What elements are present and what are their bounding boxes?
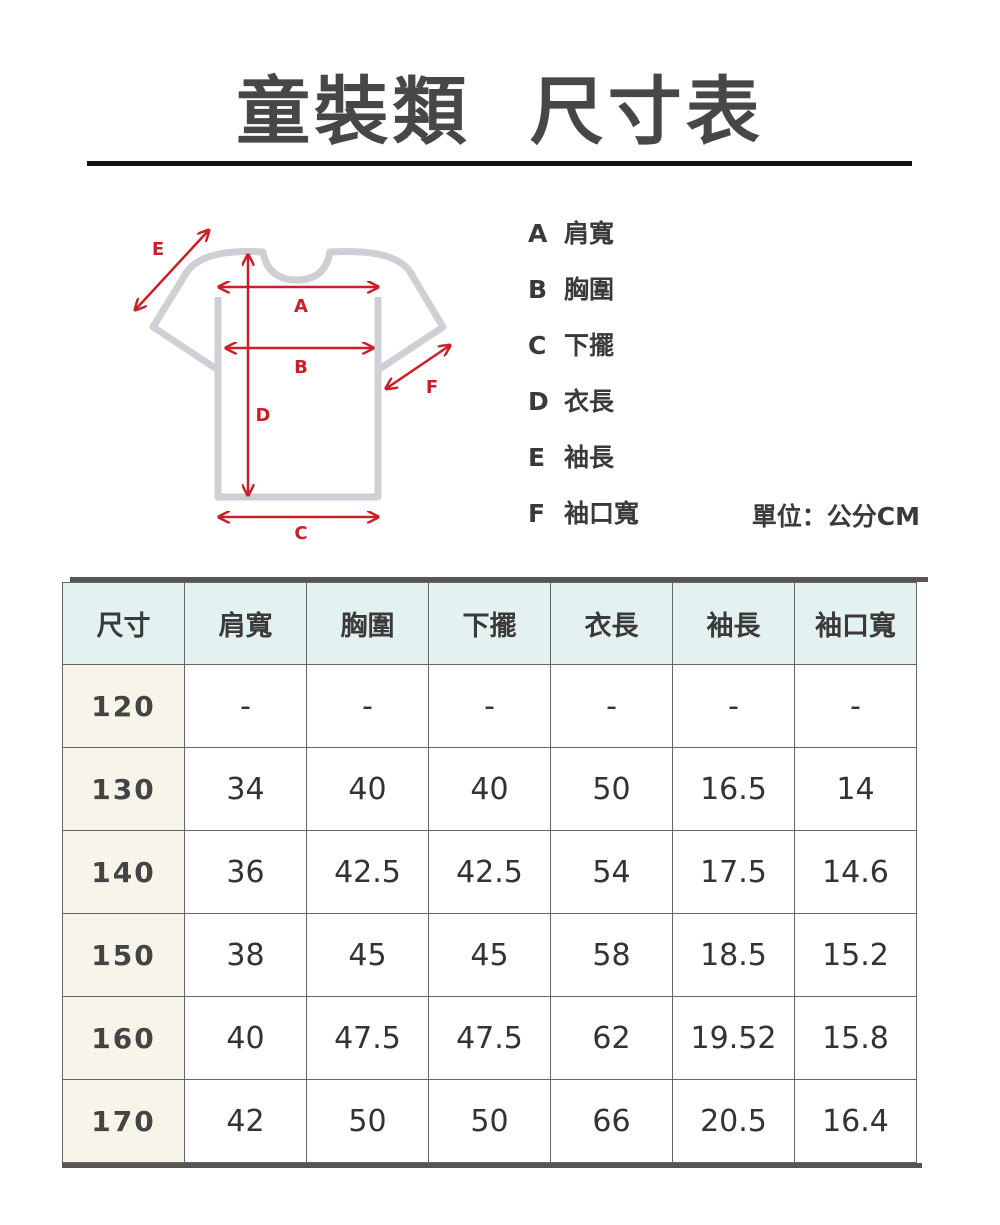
value-cell: - bbox=[550, 664, 673, 748]
size-cell: 120 bbox=[62, 664, 185, 748]
value-cell: 14.6 bbox=[794, 830, 917, 914]
table-row: 170 42 50 50 66 20.5 16.4 bbox=[62, 1079, 917, 1163]
header-cell: 尺寸 bbox=[62, 582, 185, 665]
legend-item: B 胸圍 bbox=[528, 275, 615, 304]
legend-item: F 袖口寬 bbox=[528, 499, 640, 528]
value-cell: 47.5 bbox=[306, 996, 429, 1080]
value-cell: 50 bbox=[306, 1079, 429, 1163]
legend-item: A 肩寬 bbox=[528, 219, 615, 248]
value-cell: - bbox=[184, 664, 307, 748]
value-cell: 16.5 bbox=[672, 747, 795, 831]
value-cell: 34 bbox=[184, 747, 307, 831]
value-cell: 16.4 bbox=[794, 1079, 917, 1163]
size-cell: 160 bbox=[62, 996, 185, 1080]
value-cell: 42.5 bbox=[306, 830, 429, 914]
table-row: 130 34 40 40 50 16.5 14 bbox=[62, 747, 917, 831]
label-e: E bbox=[152, 239, 164, 260]
legend-item: D 衣長 bbox=[528, 387, 615, 416]
arrow-f bbox=[387, 346, 449, 388]
value-cell: 15.2 bbox=[794, 913, 917, 997]
value-cell: 45 bbox=[428, 913, 551, 997]
arrow-e bbox=[136, 231, 208, 309]
header-cell: 下擺 bbox=[428, 582, 551, 665]
table-row: 140 36 42.5 42.5 54 17.5 14.6 bbox=[62, 830, 917, 914]
value-cell: 15.8 bbox=[794, 996, 917, 1080]
value-cell: 58 bbox=[550, 913, 673, 997]
header-cell: 衣長 bbox=[550, 582, 673, 665]
value-cell: 42 bbox=[184, 1079, 307, 1163]
table-header-row: 尺寸 肩寬 胸圍 下擺 衣長 袖長 袖口寬 bbox=[62, 582, 917, 665]
label-f: F bbox=[426, 377, 438, 398]
value-cell: 17.5 bbox=[672, 830, 795, 914]
value-cell: - bbox=[428, 664, 551, 748]
value-cell: 50 bbox=[428, 1079, 551, 1163]
title-divider bbox=[87, 161, 912, 166]
value-cell: 62 bbox=[550, 996, 673, 1080]
size-cell: 170 bbox=[62, 1079, 185, 1163]
value-cell: - bbox=[794, 664, 917, 748]
size-cell: 140 bbox=[62, 830, 185, 914]
size-table: 尺寸 肩寬 胸圍 下擺 衣長 袖長 袖口寬 120- - - - - -130 34 40 40… bbox=[62, 582, 917, 1163]
label-c: C bbox=[294, 523, 307, 544]
size-cell: 130 bbox=[62, 747, 185, 831]
value-cell: 38 bbox=[184, 913, 307, 997]
value-cell: 47.5 bbox=[428, 996, 551, 1080]
header-cell: 胸圍 bbox=[306, 582, 429, 665]
header-cell: 袖長 bbox=[672, 582, 795, 665]
table-top-rule bbox=[70, 577, 928, 582]
value-cell: - bbox=[672, 664, 795, 748]
label-d: D bbox=[256, 405, 271, 426]
unit-label: 單位：公分CM bbox=[751, 502, 920, 531]
value-cell: 18.5 bbox=[672, 913, 795, 997]
value-cell: 40 bbox=[428, 747, 551, 831]
value-cell: 14 bbox=[794, 747, 917, 831]
table-row: 160 40 47.5 47.5 62 19.52 15.8 bbox=[62, 996, 917, 1080]
table-row: 150 38 45 45 58 18.5 15.2 bbox=[62, 913, 917, 997]
value-cell: 40 bbox=[184, 996, 307, 1080]
table-row: 120- - - - - - bbox=[62, 664, 917, 748]
value-cell: 20.5 bbox=[672, 1079, 795, 1163]
header-cell: 肩寬 bbox=[184, 582, 307, 665]
size-cell: 150 bbox=[62, 913, 185, 997]
page-title: 童裝類 尺寸表 bbox=[236, 69, 764, 155]
label-b: B bbox=[294, 357, 308, 378]
value-cell: - bbox=[306, 664, 429, 748]
value-cell: 50 bbox=[550, 747, 673, 831]
value-cell: 45 bbox=[306, 913, 429, 997]
value-cell: 42.5 bbox=[428, 830, 551, 914]
value-cell: 19.52 bbox=[672, 996, 795, 1080]
legend-item: E 袖長 bbox=[528, 443, 615, 472]
value-cell: 40 bbox=[306, 747, 429, 831]
table-bottom-rule bbox=[62, 1163, 922, 1168]
tshirt-measurement-diagram: A B C D E F bbox=[0, 0, 500, 544]
value-cell: 36 bbox=[184, 830, 307, 914]
label-a: A bbox=[294, 296, 308, 317]
value-cell: 66 bbox=[550, 1079, 673, 1163]
value-cell: 54 bbox=[550, 830, 673, 914]
legend-item: C 下擺 bbox=[528, 331, 615, 360]
header-cell: 袖口寬 bbox=[794, 582, 917, 665]
